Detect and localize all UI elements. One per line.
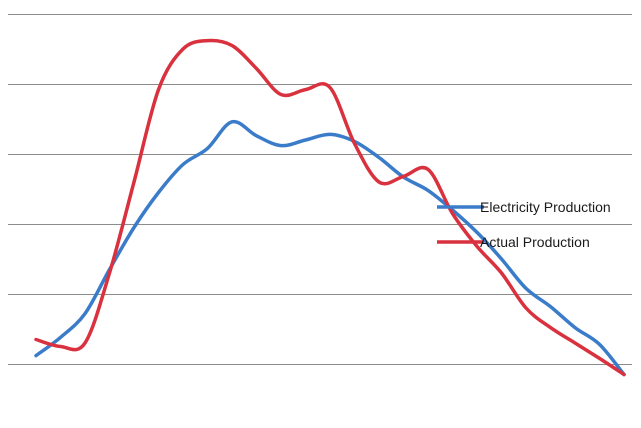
series-layer — [34, 38, 626, 377]
legend-label-actual-production: Actual Production — [480, 234, 590, 250]
legend-item-electricity-production: Electricity Production — [437, 199, 611, 215]
series-line-electricity-production — [34, 119, 626, 377]
legend: Electricity Production Actual Production — [437, 199, 611, 250]
series-line-actual-production — [34, 38, 626, 377]
gridlines — [8, 14, 632, 365]
legend-item-actual-production: Actual Production — [437, 234, 590, 250]
legend-label-electricity-production: Electricity Production — [480, 199, 611, 215]
